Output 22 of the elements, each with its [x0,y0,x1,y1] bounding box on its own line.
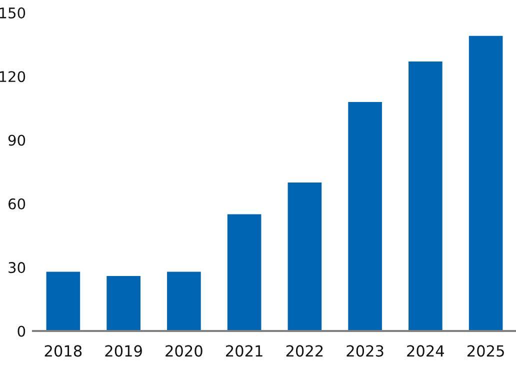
x-tick-label: 2018 [44,345,82,357]
bar [106,276,140,331]
y-tick-label: 30 [8,262,26,274]
bar [227,214,262,331]
x-tick-label: 2024 [407,345,444,357]
y-tick-label: 90 [8,134,26,146]
x-tick-label: 2023 [346,345,384,357]
x-tick-label: 2022 [286,345,323,357]
y-tick-label: 0 [18,326,26,337]
bar [408,62,442,331]
y-tick-label: 120 [0,71,26,82]
bar [167,272,201,331]
bar [348,102,382,331]
y-tick-label: 150 [0,7,26,18]
x-tick-label: 2019 [105,345,142,357]
bar [288,182,322,331]
x-tick-label: 2025 [467,345,504,357]
y-tick-label: 60 [8,198,26,210]
x-tick-label: 2021 [226,345,262,357]
x-tick-label: 2020 [166,345,202,357]
bar [468,36,503,331]
bar [46,272,80,331]
